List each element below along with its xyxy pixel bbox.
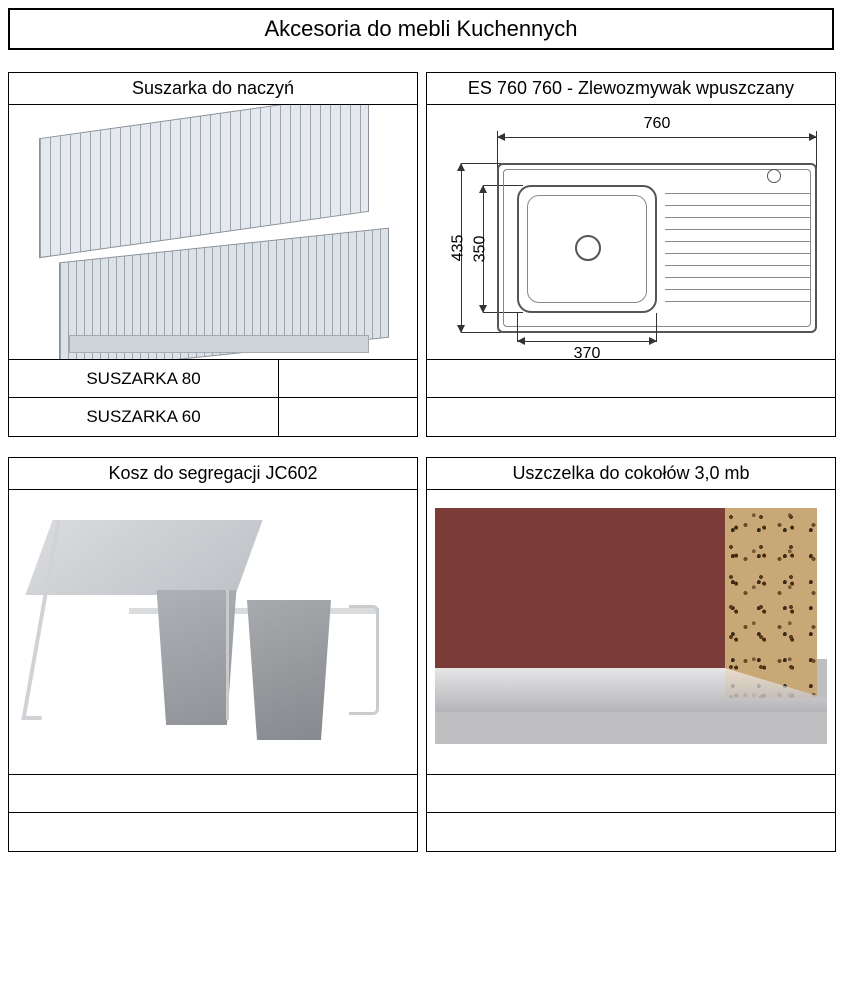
plinth-seal-image (427, 490, 835, 775)
sink-drainboard (665, 185, 810, 313)
variant-value (279, 398, 417, 436)
empty-row (427, 360, 835, 398)
card-sink: ES 760 760 - Zlewozmywak wpuszczany 760 … (426, 72, 836, 437)
variant-row: SUSZARKA 60 (9, 398, 417, 436)
variant-label: SUSZARKA 60 (9, 398, 279, 436)
empty-row (9, 775, 417, 813)
sink-diagram: 760 435 350 (427, 105, 835, 360)
empty-row (427, 813, 835, 851)
dimension-bottom: 370 (517, 333, 657, 357)
variant-label: SUSZARKA 80 (9, 360, 279, 397)
variant-row: SUSZARKA 80 (9, 360, 417, 398)
board-particle-edge (725, 508, 817, 698)
card-waste-bin: Kosz do segregacji JC602 (8, 457, 418, 852)
card-title: Kosz do segregacji JC602 (9, 458, 417, 490)
bin-container (239, 600, 339, 740)
variant-value (279, 360, 417, 397)
rack-drip-tray (69, 335, 369, 353)
empty-row (9, 813, 417, 851)
product-grid: Suszarka do naczyń SUSZARKA 80 SUSZARKA … (8, 72, 834, 852)
bin-container (149, 590, 244, 725)
dimension-label: 350 (471, 236, 489, 263)
card-dish-rack: Suszarka do naczyń SUSZARKA 80 SUSZARKA … (8, 72, 418, 437)
dimension-label: 370 (517, 345, 657, 360)
bin-handle (349, 605, 379, 715)
bin-frame-rear (209, 590, 229, 720)
card-plinth-seal: Uszczelka do cokołów 3,0 mb (426, 457, 836, 852)
sink-drain (575, 235, 601, 261)
board-face (435, 508, 725, 668)
dimension-label: 435 (449, 235, 467, 262)
card-title: ES 760 760 - Zlewozmywak wpuszczany (427, 73, 835, 105)
waste-bin-image (9, 490, 417, 775)
empty-row (427, 398, 835, 436)
card-title: Uszczelka do cokołów 3,0 mb (427, 458, 835, 490)
dimension-label: 760 (497, 115, 817, 133)
card-title: Suszarka do naczyń (9, 73, 417, 105)
sink-tap-hole (767, 169, 781, 183)
empty-row (427, 775, 835, 813)
page-title: Akcesoria do mebli Kuchennych (8, 8, 834, 50)
dimension-top: 760 (497, 119, 817, 149)
dimension-left-inner: 350 (473, 185, 497, 313)
dish-rack-image (9, 105, 417, 360)
